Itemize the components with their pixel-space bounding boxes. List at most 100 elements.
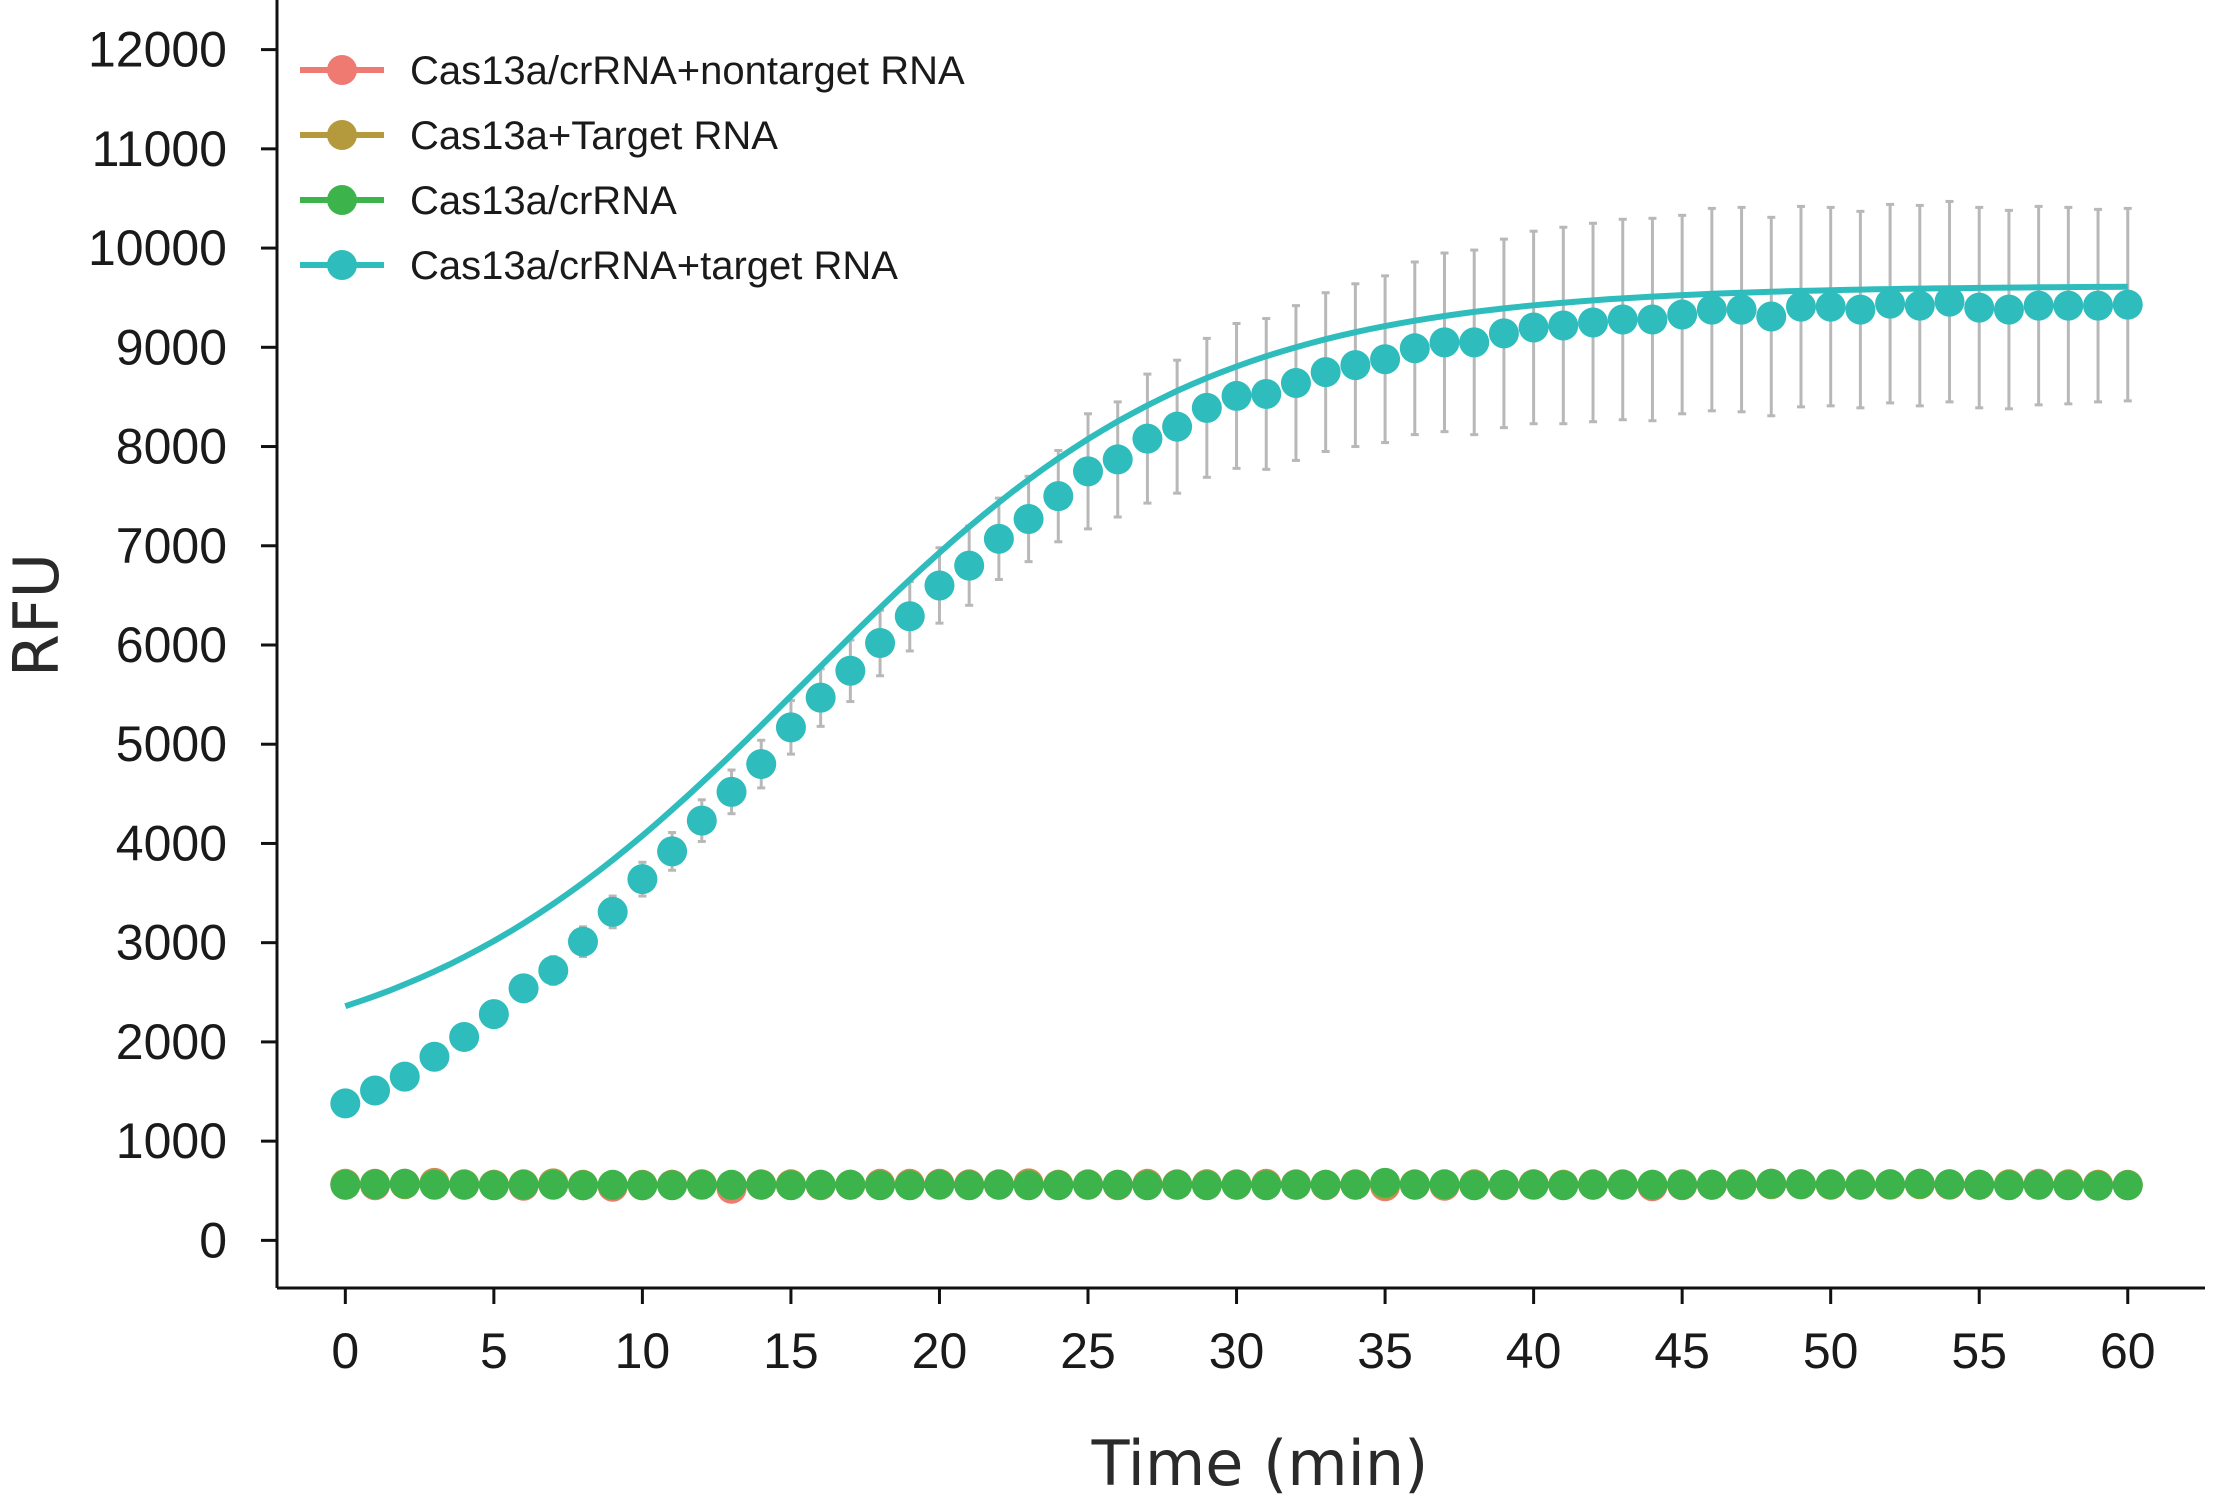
data-point [2112, 1170, 2143, 1201]
data-point [419, 1041, 450, 1072]
data-point [1875, 1169, 1906, 1200]
data-point [954, 550, 985, 581]
x-tick-label: 10 [615, 1323, 671, 1379]
data-point [1191, 392, 1222, 423]
data-point [1370, 344, 1401, 375]
data-point [1548, 1170, 1579, 1201]
data-point [1310, 1169, 1341, 1200]
legend-entry: Cas13a/crRNA [300, 179, 677, 223]
data-point [508, 973, 539, 1004]
x-tick-label: 0 [331, 1323, 359, 1379]
data-point [983, 523, 1014, 554]
data-point [1993, 294, 2024, 325]
data-point [924, 1169, 955, 1200]
data-points [330, 286, 2143, 1204]
x-axis-title: Time (min) [1091, 1427, 1429, 1500]
y-axis-title: RFU [0, 553, 73, 677]
y-tick-label: 10000 [88, 220, 227, 276]
y-tick-label: 1000 [116, 1113, 227, 1169]
data-point [1518, 1169, 1549, 1200]
data-point [567, 1170, 598, 1201]
series-points [330, 286, 2143, 1119]
data-point [1845, 294, 1876, 325]
data-point [1785, 1169, 1816, 1200]
data-point [1370, 1167, 1401, 1198]
data-point [2053, 1170, 2084, 1201]
data-point [627, 1170, 658, 1201]
data-point [2023, 290, 2054, 321]
data-point [1251, 1170, 1282, 1201]
data-point [567, 926, 598, 957]
data-point [954, 1170, 985, 1201]
data-point [746, 749, 777, 780]
y-tick-label: 2000 [116, 1014, 227, 1070]
legend-marker [327, 120, 357, 150]
data-point [1191, 1170, 1222, 1201]
data-point [1785, 291, 1816, 322]
data-point [1132, 1170, 1163, 1201]
data-point [894, 1170, 925, 1201]
data-point [1934, 1169, 1965, 1200]
data-point [449, 1021, 480, 1052]
x-tick-label: 60 [2100, 1323, 2156, 1379]
legend-entry: Cas13a/crRNA+nontarget RNA [300, 49, 965, 93]
data-point [1964, 1169, 1995, 1200]
data-point [1221, 1169, 1252, 1200]
data-point [1488, 1169, 1519, 1200]
data-point [508, 1169, 539, 1200]
data-point [1073, 1169, 1104, 1200]
data-point [1221, 380, 1252, 411]
legend-entry: Cas13a/crRNA+target RNA [300, 244, 898, 288]
data-point [1993, 1170, 2024, 1201]
legend-entry: Cas13a+Target RNA [300, 114, 778, 158]
data-point [1102, 1169, 1133, 1200]
data-point [1904, 1168, 1935, 1199]
x-tick-label: 5 [480, 1323, 508, 1379]
x-tick-label: 15 [763, 1323, 819, 1379]
data-point [1399, 333, 1430, 364]
data-point [1637, 1169, 1668, 1200]
data-point [1280, 1169, 1311, 1200]
data-point [1637, 304, 1668, 335]
data-point [389, 1168, 420, 1199]
data-point [746, 1169, 777, 1200]
data-point [1756, 301, 1787, 332]
legend: Cas13a/crRNA+nontarget RNA Cas13a+Target … [300, 49, 965, 288]
data-point [716, 1169, 747, 1200]
data-point [360, 1169, 391, 1200]
data-point [1875, 288, 1906, 319]
data-point [1607, 1169, 1638, 1200]
data-point [1013, 1170, 1044, 1201]
y-tick-label: 5000 [116, 716, 227, 772]
series-points [330, 1167, 2143, 1201]
data-point [2023, 1169, 2054, 1200]
data-point [1162, 411, 1193, 442]
x-tick-label: 30 [1209, 1323, 1265, 1379]
data-point [1162, 1169, 1193, 1200]
x-tick-label: 25 [1060, 1323, 1116, 1379]
data-point [2112, 289, 2143, 320]
data-point [1815, 291, 1846, 322]
data-point [1667, 1169, 1698, 1200]
data-point [1102, 444, 1133, 475]
data-point [1459, 1170, 1490, 1201]
x-tick-label: 45 [1654, 1323, 1710, 1379]
data-point [419, 1169, 450, 1200]
data-point [1726, 1169, 1757, 1200]
data-point [1696, 1169, 1727, 1200]
data-point [1073, 456, 1104, 487]
x-tick-label: 55 [1951, 1323, 2007, 1379]
data-point [597, 1169, 628, 1200]
data-point [478, 1170, 509, 1201]
legend-label: Cas13a/crRNA+target RNA [410, 244, 898, 288]
x-tick-label: 50 [1803, 1323, 1859, 1379]
y-tick-label: 11000 [92, 121, 227, 177]
data-point [1488, 318, 1519, 349]
data-point [1251, 378, 1282, 409]
error-bars [341, 199, 2132, 1113]
y-tick-label: 9000 [116, 319, 227, 375]
data-point [1667, 299, 1698, 330]
data-point [805, 1169, 836, 1200]
data-point [1518, 312, 1549, 343]
data-point [835, 1169, 866, 1200]
